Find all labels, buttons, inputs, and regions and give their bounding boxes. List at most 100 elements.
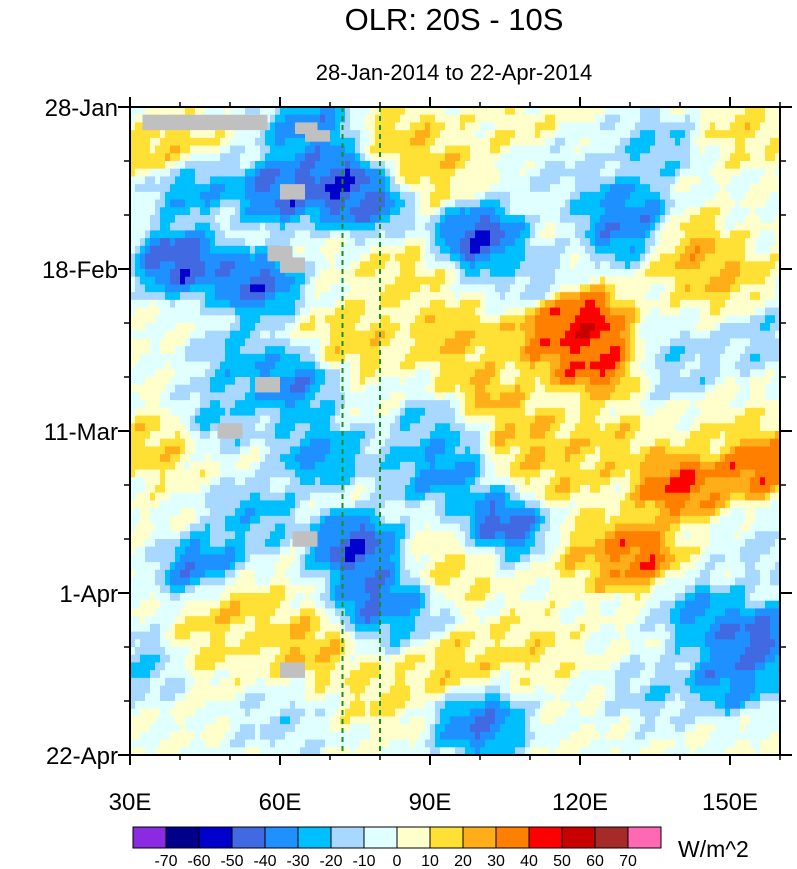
heatmap-cell (175, 323, 181, 332)
heatmap-cell (445, 377, 451, 386)
heatmap-cell (305, 161, 311, 170)
heatmap-cell (475, 168, 481, 177)
heatmap-cell (510, 353, 516, 362)
heatmap-cell (225, 384, 231, 393)
heatmap-cell (215, 392, 221, 401)
heatmap-cell (275, 207, 281, 216)
heatmap-cell (450, 276, 456, 285)
heatmap-cell (475, 392, 481, 401)
heatmap-cell (225, 238, 231, 247)
heatmap-cell (325, 207, 331, 216)
heatmap-cell (290, 168, 296, 177)
heatmap-cell (710, 292, 716, 301)
heatmap-cell (385, 161, 391, 170)
heatmap-cell (300, 161, 306, 170)
heatmap-cell (130, 199, 136, 208)
heatmap-cell (500, 299, 506, 308)
heatmap-cell (725, 253, 731, 262)
heatmap-cell (220, 215, 226, 224)
heatmap-cell (625, 207, 631, 216)
heatmap-cell (420, 161, 426, 170)
heatmap-cell (225, 207, 231, 216)
heatmap-cell (650, 261, 656, 270)
heatmap-cell (200, 253, 206, 262)
heatmap-cell (510, 261, 516, 270)
heatmap-cell (385, 230, 391, 239)
heatmap-cell (530, 323, 536, 332)
heatmap-cell (600, 253, 606, 262)
heatmap-cell (295, 400, 301, 409)
heatmap-cell (650, 122, 656, 131)
heatmap-cell (145, 191, 151, 200)
heatmap-cell (215, 245, 221, 254)
heatmap-cell (575, 153, 581, 162)
heatmap-cell (220, 392, 226, 401)
heatmap-cell (760, 369, 766, 378)
heatmap-cell (265, 392, 271, 401)
heatmap-cell (420, 153, 426, 162)
heatmap-cell (710, 215, 716, 224)
heatmap-cell (140, 137, 146, 146)
heatmap-cell (675, 222, 681, 231)
heatmap-cell (610, 253, 616, 262)
heatmap-cell (215, 215, 221, 224)
heatmap-cell (175, 307, 181, 316)
heatmap-cell (630, 199, 636, 208)
heatmap-cell (570, 184, 576, 193)
heatmap-cell (680, 323, 686, 332)
heatmap-cell (255, 238, 261, 247)
heatmap-cell (670, 338, 676, 347)
heatmap-cell (480, 330, 486, 339)
heatmap-cell (580, 184, 586, 193)
heatmap-cell (745, 307, 751, 316)
heatmap-cell (425, 137, 431, 146)
heatmap-cell (465, 299, 471, 308)
heatmap-cell (490, 238, 496, 247)
heatmap-cell (265, 269, 271, 278)
heatmap-cell (425, 377, 431, 386)
heatmap-cell (275, 122, 281, 131)
heatmap-cell (200, 161, 206, 170)
heatmap-cell (250, 276, 256, 285)
heatmap-cell (625, 238, 631, 247)
heatmap-cell (680, 199, 686, 208)
heatmap-cell (690, 307, 696, 316)
heatmap-cell (655, 130, 661, 139)
heatmap-cell (760, 176, 766, 185)
heatmap-cell (670, 353, 676, 362)
heatmap-cell (135, 400, 141, 409)
heatmap-cell (505, 161, 511, 170)
heatmap-cell (555, 191, 561, 200)
heatmap-cell (620, 145, 626, 154)
heatmap-cell (130, 191, 136, 200)
heatmap-cell (740, 377, 746, 386)
heatmap-cell (175, 253, 181, 262)
heatmap-cell (740, 253, 746, 262)
heatmap-cell (545, 330, 551, 339)
heatmap-cell (315, 191, 321, 200)
heatmap-cell (665, 338, 671, 347)
heatmap-cell (315, 269, 321, 278)
heatmap-cell (275, 323, 281, 332)
heatmap-cell (760, 392, 766, 401)
heatmap-cell (325, 245, 331, 254)
heatmap-cell (265, 122, 271, 131)
heatmap-cell (285, 269, 291, 278)
heatmap-cell (270, 269, 276, 278)
heatmap-cell (455, 346, 461, 355)
heatmap-cell (735, 114, 741, 123)
heatmap-cell (130, 292, 136, 301)
heatmap-cell (505, 353, 511, 362)
heatmap-cell (775, 114, 781, 123)
heatmap-cell (435, 184, 441, 193)
heatmap-cell (445, 330, 451, 339)
heatmap-cell (730, 168, 736, 177)
heatmap-cell (510, 269, 516, 278)
heatmap-cell (230, 377, 236, 386)
heatmap-cell (730, 292, 736, 301)
heatmap-cell (580, 284, 586, 293)
heatmap-cell (530, 377, 536, 386)
heatmap-cell (275, 184, 281, 193)
heatmap-cell (760, 122, 766, 131)
heatmap-cell (675, 346, 681, 355)
